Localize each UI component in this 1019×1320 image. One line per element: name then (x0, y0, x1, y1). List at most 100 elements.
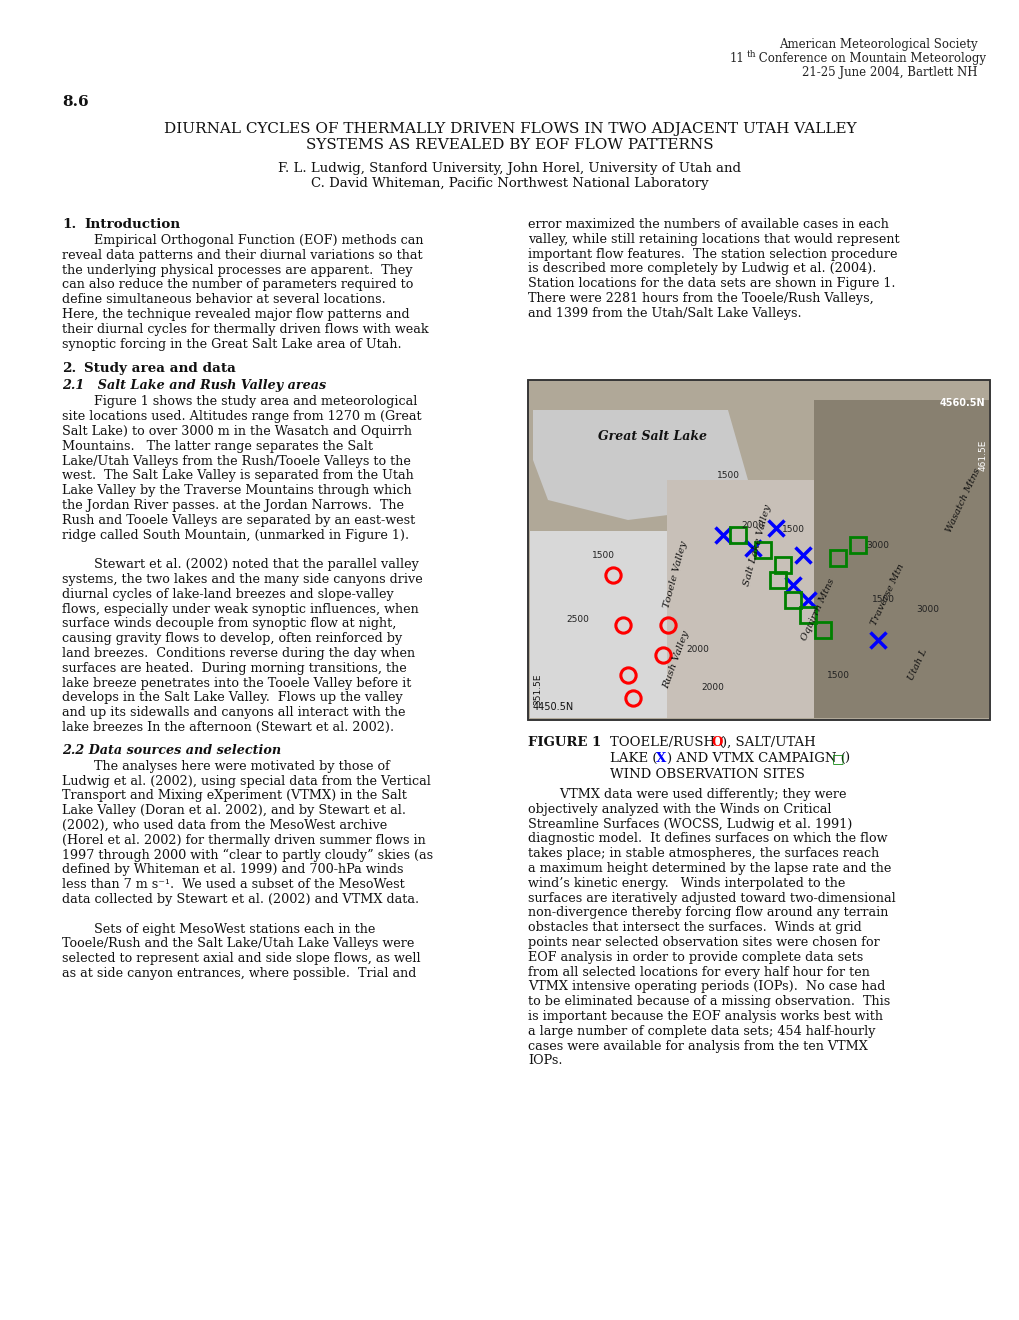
Text: (Horel et al. 2002) for thermally driven summer flows in: (Horel et al. 2002) for thermally driven… (62, 834, 425, 847)
Text: a large number of complete data sets; 454 half-hourly: a large number of complete data sets; 45… (528, 1024, 874, 1038)
Text: Introduction: Introduction (84, 218, 180, 231)
Text: flows, especially under weak synoptic influences, when: flows, especially under weak synoptic in… (62, 603, 419, 615)
Polygon shape (533, 411, 747, 520)
Text: Transport and Mixing eXperiment (VTMX) in the Salt: Transport and Mixing eXperiment (VTMX) i… (62, 789, 407, 803)
Text: 2000: 2000 (741, 520, 763, 529)
Text: as at side canyon entrances, where possible.  Trial and: as at side canyon entrances, where possi… (62, 968, 416, 979)
Text: lake breeze penetrates into the Tooele Valley before it: lake breeze penetrates into the Tooele V… (62, 677, 411, 689)
Text: Conference on Mountain Meteorology: Conference on Mountain Meteorology (754, 51, 985, 65)
Text: (2002), who used data from the MesoWest archive: (2002), who used data from the MesoWest … (62, 818, 387, 832)
Text: reveal data patterns and their diurnal variations so that: reveal data patterns and their diurnal v… (62, 248, 422, 261)
Text: causing gravity flows to develop, often reinforced by: causing gravity flows to develop, often … (62, 632, 401, 645)
Text: EOF analysis in order to provide complete data sets: EOF analysis in order to provide complet… (528, 950, 862, 964)
Text: Utah L: Utah L (906, 648, 928, 682)
Text: Lake Valley by the Traverse Mountains through which: Lake Valley by the Traverse Mountains th… (62, 484, 412, 498)
Text: SYSTEMS AS REVEALED BY EOF FLOW PATTERNS: SYSTEMS AS REVEALED BY EOF FLOW PATTERNS (306, 139, 713, 152)
Text: from all selected locations for every half hour for ten: from all selected locations for every ha… (528, 966, 869, 978)
Text: wind’s kinetic energy.   Winds interpolated to the: wind’s kinetic energy. Winds interpolate… (528, 876, 845, 890)
Text: 461.5E: 461.5E (978, 440, 987, 471)
Text: objectively analyzed with the Winds on Critical: objectively analyzed with the Winds on C… (528, 803, 830, 816)
Text: surface winds decouple from synoptic flow at night,: surface winds decouple from synoptic flo… (62, 618, 396, 631)
Text: Lake/Utah Valleys from the Rush/Tooele Valleys to the: Lake/Utah Valleys from the Rush/Tooele V… (62, 454, 411, 467)
Text: C. David Whiteman, Pacific Northwest National Laboratory: C. David Whiteman, Pacific Northwest Nat… (311, 177, 708, 190)
FancyBboxPatch shape (530, 531, 784, 718)
Text: 1500: 1500 (870, 595, 894, 605)
Text: selected to represent axial and side slope flows, as well: selected to represent axial and side slo… (62, 952, 420, 965)
Text: VTMX intensive operating periods (IOPs).  No case had: VTMX intensive operating periods (IOPs).… (528, 981, 884, 994)
Text: cases were available for analysis from the ten VTMX: cases were available for analysis from t… (528, 1040, 867, 1052)
Text: Stewart et al. (2002) noted that the parallel valley: Stewart et al. (2002) noted that the par… (62, 558, 419, 572)
Text: ridge called South Mountain, (unmarked in Figure 1).: ridge called South Mountain, (unmarked i… (62, 528, 409, 541)
Text: American Meteorological Society: American Meteorological Society (779, 38, 977, 51)
Text: and 1399 from the Utah/Salt Lake Valleys.: and 1399 from the Utah/Salt Lake Valleys… (528, 306, 801, 319)
Text: Lake Valley (Doran et al. 2002), and by Stewart et al.: Lake Valley (Doran et al. 2002), and by … (62, 804, 406, 817)
Text: WIND OBSERVATION SITES: WIND OBSERVATION SITES (609, 768, 804, 781)
Text: Streamline Surfaces (WOCSS, Ludwig et al. 1991): Streamline Surfaces (WOCSS, Ludwig et al… (528, 817, 852, 830)
Text: 2000: 2000 (701, 684, 723, 693)
Text: 4560.5N: 4560.5N (938, 399, 984, 408)
Text: takes place; in stable atmospheres, the surfaces reach: takes place; in stable atmospheres, the … (528, 847, 878, 861)
Text: Wasatch Mtns: Wasatch Mtns (944, 466, 981, 533)
Text: Mountains.   The latter range separates the Salt: Mountains. The latter range separates th… (62, 440, 373, 453)
Text: valley, while still retaining locations that would represent: valley, while still retaining locations … (528, 232, 899, 246)
Text: There were 2281 hours from the Tooele/Rush Valleys,: There were 2281 hours from the Tooele/Ru… (528, 292, 873, 305)
Text: FIGURE 1: FIGURE 1 (528, 737, 600, 748)
Text: error maximized the numbers of available cases in each: error maximized the numbers of available… (528, 218, 888, 231)
Text: diurnal cycles of lake-land breezes and slope-valley: diurnal cycles of lake-land breezes and … (62, 587, 393, 601)
Text: define simultaneous behavior at several locations.: define simultaneous behavior at several … (62, 293, 385, 306)
Text: a maximum height determined by the lapse rate and the: a maximum height determined by the lapse… (528, 862, 891, 875)
Text: O: O (711, 737, 722, 748)
Text: 8.6: 8.6 (62, 95, 89, 110)
Text: Study area and data: Study area and data (84, 363, 235, 375)
Text: F. L. Ludwig, Stanford University, John Horel, University of Utah and: F. L. Ludwig, Stanford University, John … (278, 162, 741, 176)
Text: diagnostic model.  It defines surfaces on which the flow: diagnostic model. It defines surfaces on… (528, 833, 887, 845)
Text: Traverse Mtn: Traverse Mtn (869, 562, 905, 627)
Text: 1.: 1. (62, 218, 76, 231)
Text: obstacles that intersect the surfaces.  Winds at grid: obstacles that intersect the surfaces. W… (528, 921, 861, 935)
Text: lake breezes In the afternoon (Stewart et al. 2002).: lake breezes In the afternoon (Stewart e… (62, 721, 393, 734)
Text: 2.2 Data sources and selection: 2.2 Data sources and selection (62, 743, 281, 756)
Text: 11: 11 (962, 51, 977, 65)
Polygon shape (666, 480, 813, 718)
Text: Rush and Tooele Valleys are separated by an east-west: Rush and Tooele Valleys are separated by… (62, 513, 415, 527)
Text: surfaces are heated.  During morning transitions, the: surfaces are heated. During morning tran… (62, 661, 407, 675)
Text: systems, the two lakes and the many side canyons drive: systems, the two lakes and the many side… (62, 573, 422, 586)
Text: 2000: 2000 (686, 645, 709, 655)
Text: Tooele/Rush and the Salt Lake/Utah Lake Valleys were: Tooele/Rush and the Salt Lake/Utah Lake … (62, 937, 414, 950)
Text: can also reduce the number of parameters required to: can also reduce the number of parameters… (62, 279, 413, 292)
Text: 3000: 3000 (866, 540, 889, 549)
Text: LAKE (: LAKE ( (609, 752, 657, 766)
Text: ): ) (843, 752, 848, 766)
Text: non-divergence thereby forcing flow around any terrain: non-divergence thereby forcing flow arou… (528, 907, 888, 920)
Text: 1500: 1500 (781, 525, 804, 535)
Text: TOOELE/RUSH (: TOOELE/RUSH ( (609, 737, 723, 748)
Polygon shape (813, 400, 989, 718)
Text: 2.: 2. (62, 363, 76, 375)
Text: Salt Lake Valley: Salt Lake Valley (742, 503, 772, 586)
Text: to be eliminated because of a missing observation.  This: to be eliminated because of a missing ob… (528, 995, 890, 1008)
Text: 4450.5N: 4450.5N (533, 702, 574, 711)
Text: the underlying physical processes are apparent.  They: the underlying physical processes are ap… (62, 264, 413, 277)
Text: IOPs.: IOPs. (528, 1055, 561, 1068)
Text: □: □ (832, 752, 844, 766)
Text: 3000: 3000 (916, 606, 938, 615)
Text: Figure 1 shows the study area and meteorological: Figure 1 shows the study area and meteor… (62, 396, 417, 408)
Text: Station locations for the data sets are shown in Figure 1.: Station locations for the data sets are … (528, 277, 895, 290)
Text: land breezes.  Conditions reverse during the day when: land breezes. Conditions reverse during … (62, 647, 415, 660)
Text: is described more completely by Ludwig et al. (2004).: is described more completely by Ludwig e… (528, 263, 875, 276)
Text: develops in the Salt Lake Valley.  Flows up the valley: develops in the Salt Lake Valley. Flows … (62, 692, 403, 705)
Text: and up its sidewalls and canyons all interact with the: and up its sidewalls and canyons all int… (62, 706, 406, 719)
Text: 1500: 1500 (715, 470, 739, 479)
Text: Sets of eight MesoWest stations each in the: Sets of eight MesoWest stations each in … (62, 923, 375, 936)
Text: Rush Valley: Rush Valley (660, 630, 690, 690)
Text: The analyses here were motivated by those of: The analyses here were motivated by thos… (62, 760, 389, 772)
Text: 2.1   Salt Lake and Rush Valley areas: 2.1 Salt Lake and Rush Valley areas (62, 379, 326, 392)
Text: Great Salt Lake: Great Salt Lake (597, 430, 706, 444)
Text: 11: 11 (730, 51, 744, 65)
Text: Oquirrh Mtns: Oquirrh Mtns (799, 578, 836, 643)
Text: 1997 through 2000 with “clear to partly cloudy” skies (as: 1997 through 2000 with “clear to partly … (62, 849, 433, 862)
Text: points near selected observation sites were chosen for: points near selected observation sites w… (528, 936, 878, 949)
Text: the Jordan River passes. at the Jordan Narrows.  The: the Jordan River passes. at the Jordan N… (62, 499, 404, 512)
Text: west.  The Salt Lake Valley is separated from the Utah: west. The Salt Lake Valley is separated … (62, 470, 414, 482)
Text: is important because the EOF analysis works best with: is important because the EOF analysis wo… (528, 1010, 882, 1023)
